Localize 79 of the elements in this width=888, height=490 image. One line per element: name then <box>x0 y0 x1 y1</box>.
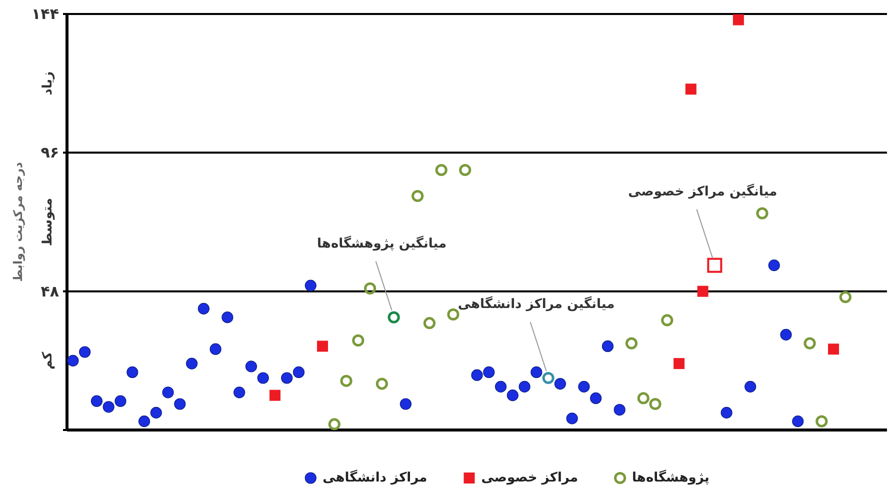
point <box>317 340 328 352</box>
point <box>828 344 840 355</box>
point <box>707 258 722 273</box>
point <box>400 398 412 410</box>
point <box>530 366 542 378</box>
point <box>174 398 186 410</box>
point <box>281 372 293 384</box>
point <box>661 314 674 326</box>
point <box>459 164 472 176</box>
point <box>102 401 114 413</box>
point <box>780 328 792 340</box>
point <box>388 311 400 324</box>
point <box>364 282 376 294</box>
point <box>471 369 483 381</box>
point <box>720 406 732 418</box>
point <box>269 390 280 401</box>
point <box>590 392 602 404</box>
legend-label: پژوهشگاه‌ها <box>632 470 710 486</box>
point <box>839 291 852 304</box>
point <box>257 372 269 384</box>
legend-label: مراکز دانشگاهی <box>322 470 428 486</box>
point <box>376 378 388 390</box>
y-tick-label: ۹۶ <box>40 144 59 162</box>
point <box>340 374 352 387</box>
point <box>756 207 768 220</box>
point <box>162 386 174 398</box>
point <box>210 343 222 355</box>
text: زیاد <box>40 71 56 96</box>
point <box>792 416 804 428</box>
point <box>79 346 91 358</box>
point <box>578 380 590 392</box>
text: متوسط <box>40 198 56 246</box>
point <box>637 392 650 404</box>
point <box>328 418 340 430</box>
point <box>222 312 234 324</box>
point <box>292 366 305 378</box>
point <box>625 337 638 350</box>
point <box>483 366 495 378</box>
point <box>412 190 424 202</box>
point <box>126 366 138 378</box>
text: میانگین مراکز دانشگاهی <box>458 296 615 312</box>
point <box>114 395 126 407</box>
point <box>435 164 448 176</box>
point <box>732 14 744 26</box>
point <box>697 286 708 297</box>
point <box>649 398 662 410</box>
point <box>150 406 162 418</box>
point <box>744 380 756 392</box>
y-axis-title: درجه مرکزیت روابط <box>11 162 25 282</box>
point <box>602 340 614 352</box>
point <box>506 390 518 402</box>
y-tick-label: ۱۴۴ <box>32 5 59 23</box>
point <box>614 404 626 416</box>
point <box>245 360 258 372</box>
point <box>423 317 436 330</box>
text: میانگین پژوهشگاه‌ها <box>317 235 447 252</box>
text: میانگین مراکز خصوصی <box>628 183 778 200</box>
point <box>447 308 460 320</box>
point <box>138 416 150 428</box>
point <box>198 302 210 314</box>
point <box>494 380 507 392</box>
point <box>816 415 828 428</box>
point <box>685 84 696 95</box>
point <box>304 280 316 292</box>
point <box>186 358 198 370</box>
legend-label: مراکز خصوصی <box>481 470 578 486</box>
point <box>768 260 780 272</box>
point <box>566 412 578 424</box>
point <box>234 386 246 398</box>
point <box>90 395 103 407</box>
y-tick-label: ۴۸ <box>40 282 59 300</box>
point <box>542 372 554 384</box>
point <box>804 337 816 350</box>
point <box>674 358 685 370</box>
text: کم <box>40 351 56 370</box>
point <box>554 378 566 390</box>
point <box>352 334 364 346</box>
point <box>518 380 530 392</box>
point <box>67 354 79 366</box>
